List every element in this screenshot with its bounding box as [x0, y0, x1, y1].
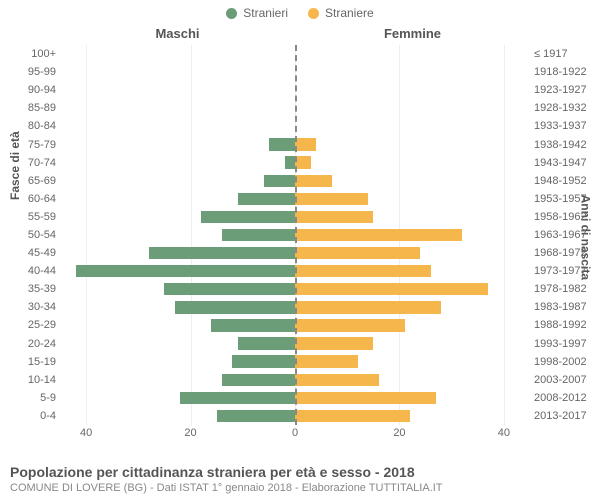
- x-tick-label: 0: [292, 427, 298, 439]
- birth-year-label: 1958-1962: [534, 211, 596, 223]
- age-label: 35-39: [12, 283, 56, 295]
- bar-male: [180, 392, 295, 404]
- birth-year-label: 1973-1977: [534, 265, 596, 277]
- age-label: 40-44: [12, 265, 56, 277]
- bar-female: [295, 355, 358, 367]
- bar-male: [164, 283, 295, 295]
- age-label: 100+: [12, 48, 56, 60]
- age-label: 70-74: [12, 157, 56, 169]
- age-label: 90-94: [12, 84, 56, 96]
- x-tick-label: 20: [393, 427, 405, 439]
- birth-year-label: 1988-1992: [534, 319, 596, 331]
- age-label: 25-29: [12, 319, 56, 331]
- age-label: 15-19: [12, 356, 56, 368]
- bar-male: [269, 138, 295, 150]
- bar-male: [211, 319, 295, 331]
- age-label: 50-54: [12, 229, 56, 241]
- age-label: 65-69: [12, 175, 56, 187]
- footer: Popolazione per cittadinanza straniera p…: [10, 464, 590, 494]
- side-label-right: Femmine: [295, 26, 530, 41]
- side-titles: Maschi Femmine: [0, 26, 600, 41]
- bar-female: [295, 211, 373, 223]
- birth-year-label: 2003-2007: [534, 374, 596, 386]
- bar-male: [222, 229, 295, 241]
- legend: Stranieri Straniere: [0, 0, 600, 20]
- age-label: 55-59: [12, 211, 56, 223]
- birth-year-label: 1943-1947: [534, 157, 596, 169]
- bar-female: [295, 319, 405, 331]
- male-swatch: [226, 8, 237, 19]
- age-label: 45-49: [12, 247, 56, 259]
- bar-female: [295, 175, 332, 187]
- bar-male: [264, 175, 295, 187]
- age-label: 85-89: [12, 102, 56, 114]
- bar-female: [295, 265, 431, 277]
- bar-male: [175, 301, 295, 313]
- birth-year-label: 1953-1957: [534, 193, 596, 205]
- bar-male: [76, 265, 295, 277]
- birth-year-label: 2013-2017: [534, 410, 596, 422]
- birth-year-label: 1983-1987: [534, 301, 596, 313]
- age-label: 0-4: [12, 410, 56, 422]
- x-tick-label: 40: [498, 427, 510, 439]
- bar-male: [232, 355, 295, 367]
- birth-year-label: 2008-2012: [534, 392, 596, 404]
- age-label: 30-34: [12, 301, 56, 313]
- birth-year-label: 1978-1982: [534, 283, 596, 295]
- legend-item-male: Stranieri: [226, 6, 288, 20]
- center-line: [295, 45, 297, 425]
- footer-title: Popolazione per cittadinanza straniera p…: [10, 464, 590, 480]
- birth-year-label: 1998-2002: [534, 356, 596, 368]
- birth-year-label: 1918-1922: [534, 66, 596, 78]
- birth-year-label: ≤ 1917: [534, 48, 596, 60]
- age-label: 10-14: [12, 374, 56, 386]
- female-swatch: [308, 8, 319, 19]
- bar-male: [285, 156, 295, 168]
- bar-female: [295, 138, 316, 150]
- bar-female: [295, 283, 488, 295]
- bar-female: [295, 337, 373, 349]
- age-label: 5-9: [12, 392, 56, 404]
- legend-label-female: Straniere: [325, 6, 374, 20]
- birth-year-label: 1933-1937: [534, 120, 596, 132]
- birth-year-label: 1993-1997: [534, 338, 596, 350]
- bar-male: [238, 193, 295, 205]
- bar-male: [149, 247, 295, 259]
- age-label: 20-24: [12, 338, 56, 350]
- x-tick-label: 40: [80, 427, 92, 439]
- age-label: 80-84: [12, 120, 56, 132]
- bar-female: [295, 374, 379, 386]
- bar-female: [295, 392, 436, 404]
- bar-male: [217, 410, 295, 422]
- birth-year-label: 1938-1942: [534, 139, 596, 151]
- bar-male: [201, 211, 295, 223]
- bar-female: [295, 247, 420, 259]
- legend-item-female: Straniere: [308, 6, 374, 20]
- bar-male: [222, 374, 295, 386]
- footer-subtitle: COMUNE DI LOVERE (BG) - Dati ISTAT 1° ge…: [10, 482, 590, 494]
- bar-female: [295, 410, 410, 422]
- bar-female: [295, 229, 462, 241]
- pyramid-chart: 100+≤ 191795-991918-192290-941923-192785…: [60, 45, 530, 425]
- bar-female: [295, 156, 311, 168]
- bar-female: [295, 301, 441, 313]
- birth-year-label: 1963-1967: [534, 229, 596, 241]
- age-label: 75-79: [12, 139, 56, 151]
- age-label: 95-99: [12, 66, 56, 78]
- bar-female: [295, 193, 368, 205]
- birth-year-label: 1968-1972: [534, 247, 596, 259]
- birth-year-label: 1923-1927: [534, 84, 596, 96]
- legend-label-male: Stranieri: [243, 6, 288, 20]
- birth-year-label: 1948-1952: [534, 175, 596, 187]
- x-axis-ticks: 40 20 0 20 40: [60, 427, 530, 441]
- age-label: 60-64: [12, 193, 56, 205]
- bar-male: [238, 337, 295, 349]
- side-label-left: Maschi: [60, 26, 295, 41]
- x-tick-label: 20: [184, 427, 196, 439]
- birth-year-label: 1928-1932: [534, 102, 596, 114]
